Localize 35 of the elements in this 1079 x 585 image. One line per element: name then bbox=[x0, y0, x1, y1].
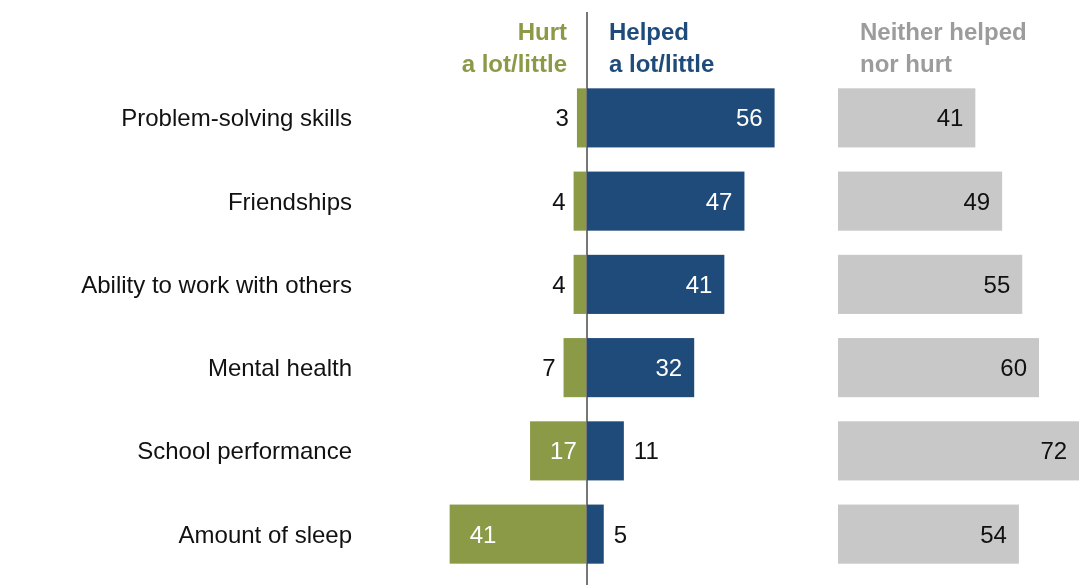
bar bbox=[587, 504, 604, 564]
data-label: 55 bbox=[983, 270, 1011, 298]
y-tick-label: Amount of sleep bbox=[178, 520, 352, 548]
bar bbox=[838, 254, 1023, 314]
data-label: 7 bbox=[542, 354, 556, 382]
data-label: 47 bbox=[705, 187, 733, 215]
bar bbox=[563, 338, 587, 398]
y-tick-label: School performance bbox=[137, 437, 352, 465]
data-label: 4 bbox=[552, 270, 566, 298]
data-label: 3 bbox=[555, 104, 569, 132]
bar bbox=[838, 504, 1019, 564]
data-label: 41 bbox=[685, 270, 713, 298]
y-tick-label: Mental health bbox=[207, 354, 352, 382]
data-label: 41 bbox=[469, 520, 497, 548]
data-label: 4 bbox=[552, 187, 566, 215]
bar bbox=[838, 421, 1079, 481]
bar bbox=[838, 88, 976, 148]
data-label: 41 bbox=[936, 104, 964, 132]
series-label: Neither helped nor hurt bbox=[860, 18, 1027, 77]
bar bbox=[838, 338, 1039, 398]
data-label: 49 bbox=[963, 187, 991, 215]
data-label: 54 bbox=[980, 520, 1007, 548]
y-tick-label: Friendships bbox=[227, 187, 352, 215]
y-tick-label: Ability to work with others bbox=[81, 270, 352, 298]
series-label: Helped a lot/little bbox=[609, 18, 715, 77]
y-tick-label: Problem-solving skills bbox=[121, 104, 352, 132]
data-label: 5 bbox=[613, 520, 628, 548]
data-label: 60 bbox=[1000, 354, 1027, 382]
data-label: 72 bbox=[1040, 437, 1068, 465]
bar bbox=[838, 171, 1003, 231]
series-label: Hurt a lot/little bbox=[461, 18, 567, 77]
data-label: 11 bbox=[633, 437, 659, 465]
data-label: 56 bbox=[735, 104, 763, 132]
data-label: 32 bbox=[655, 354, 683, 382]
data-label: 17 bbox=[550, 437, 577, 465]
